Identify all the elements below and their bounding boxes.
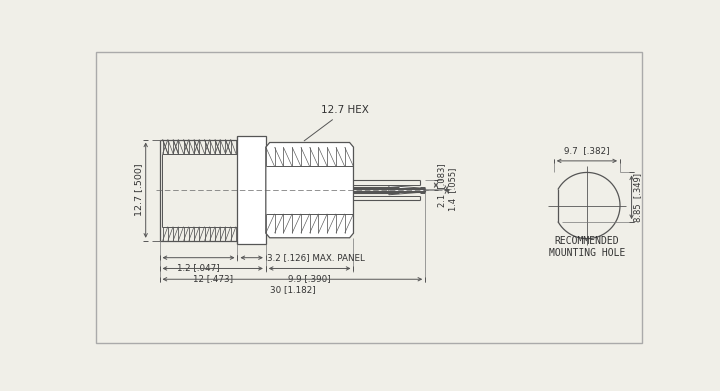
Text: 3.2 [.126] MAX. PANEL: 3.2 [.126] MAX. PANEL <box>267 253 365 262</box>
Text: 12 [.473]: 12 [.473] <box>193 274 233 283</box>
Text: 1.4  [.055]: 1.4 [.055] <box>449 168 457 211</box>
Text: RECOMMENDED
MOUNTING HOLE: RECOMMENDED MOUNTING HOLE <box>549 236 625 258</box>
Text: 12.7 HEX: 12.7 HEX <box>304 105 369 141</box>
Text: 30 [1.182]: 30 [1.182] <box>269 285 315 294</box>
Polygon shape <box>389 185 424 195</box>
Text: 8.85  [.349]: 8.85 [.349] <box>633 173 642 222</box>
Polygon shape <box>266 142 354 238</box>
Text: 2.1  [.083]: 2.1 [.083] <box>438 163 446 207</box>
Bar <box>238 136 266 244</box>
Text: 12.7 [.500]: 12.7 [.500] <box>135 164 143 217</box>
Text: 1.2 [.047]: 1.2 [.047] <box>177 263 220 272</box>
Text: 9.7  [.382]: 9.7 [.382] <box>564 146 610 155</box>
Text: 9.9 [.390]: 9.9 [.390] <box>288 274 331 283</box>
